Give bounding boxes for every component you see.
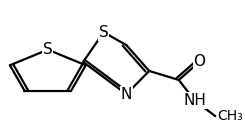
Text: CH₃: CH₃ xyxy=(218,109,243,123)
Text: S: S xyxy=(43,42,53,57)
Text: NH: NH xyxy=(183,93,206,108)
Text: N: N xyxy=(121,87,132,102)
Text: O: O xyxy=(193,54,205,69)
Text: S: S xyxy=(99,25,109,40)
